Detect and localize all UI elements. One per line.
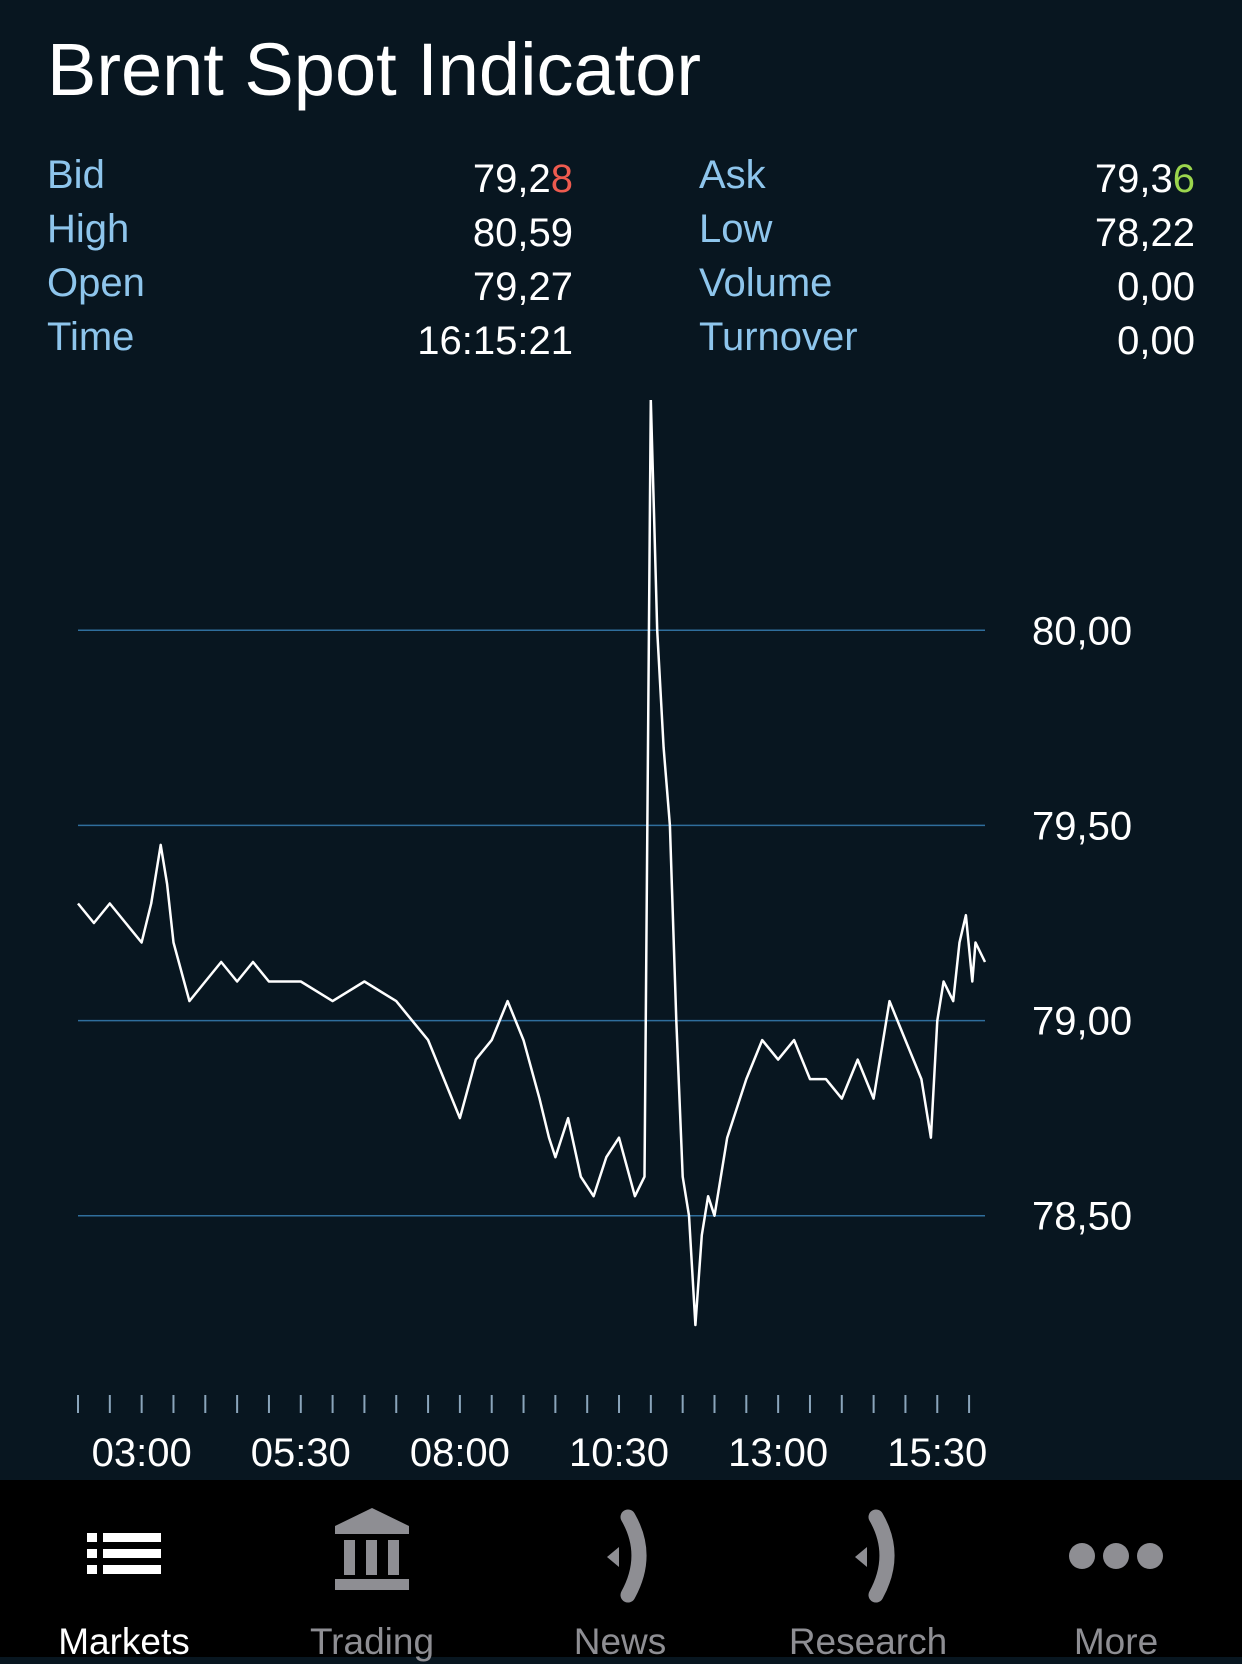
time-value: 16:15:21: [417, 319, 573, 363]
time-label: Time: [47, 315, 135, 359]
tab-trading-label: Trading: [309, 1621, 435, 1662]
x-tick-label: 10:30: [569, 1431, 669, 1475]
high-value: 80,59: [472, 211, 573, 255]
x-tick-label: 08:00: [410, 1431, 510, 1475]
price-series-line: [77, 400, 987, 1327]
y-tick-label: 79,50: [1032, 804, 1132, 848]
tab-more-label: More: [1073, 1621, 1159, 1662]
quote-row-bid-ask: Bid 79,28 Ask 79,36: [0, 148, 1242, 202]
list-icon: [87, 1533, 161, 1574]
low-value: 78,22: [1094, 211, 1195, 255]
volume-value: 0,00: [1117, 265, 1195, 309]
tab-markets-label: Markets: [58, 1621, 190, 1662]
tab-research[interactable]: Research: [744, 1480, 992, 1662]
more-dots-icon: [1069, 1543, 1163, 1569]
open-value: 79,27: [472, 265, 573, 309]
quote-row-high-low: High 80,59 Low 78,22: [0, 202, 1242, 256]
broadcast-icon: [607, 1509, 647, 1603]
bid-value-last-digit: 8: [550, 157, 573, 201]
ask-value-last-digit: 6: [1172, 157, 1195, 201]
bid-value-main: 79,2: [472, 157, 551, 201]
tab-news[interactable]: News: [496, 1480, 744, 1662]
bid-label: Bid: [47, 153, 105, 197]
tab-markets[interactable]: Markets: [0, 1480, 248, 1662]
x-tick-label: 05:30: [251, 1431, 351, 1475]
x-tick-label: 03:00: [92, 1431, 192, 1475]
ask-value: 79,36: [1095, 152, 1195, 206]
price-chart[interactable]: 80,00 79,50 79,00 78,50 03:00 05:30 08:00 10:30…: [0, 400, 1242, 1480]
ask-label: Ask: [699, 153, 766, 197]
x-tick-label: 13:00: [728, 1431, 828, 1475]
tab-research-label: Research: [788, 1621, 948, 1662]
page-title: Brent Spot Indicator: [47, 28, 702, 111]
tab-trading[interactable]: Trading: [248, 1480, 496, 1662]
y-tick-label: 79,00: [1032, 1000, 1132, 1044]
low-label: Low: [699, 207, 773, 251]
tab-more[interactable]: More: [992, 1480, 1240, 1662]
y-tick-label: 78,50: [1032, 1195, 1132, 1239]
y-tick-label: 80,00: [1032, 609, 1132, 653]
volume-label: Volume: [699, 261, 833, 305]
broadcast-icon: [855, 1509, 895, 1603]
turnover-value: 0,00: [1117, 319, 1195, 363]
x-tick-label: 15:30: [887, 1431, 987, 1475]
open-label: Open: [47, 261, 145, 305]
high-label: High: [47, 207, 130, 251]
quote-table: Bid 79,28 Ask 79,36 High 80,59 Low 78,22…: [0, 148, 1242, 368]
ask-value-main: 79,3: [1094, 157, 1173, 201]
tab-bar: Markets Trading News Research More: [0, 1480, 1242, 1662]
quote-row-open-volume: Open 79,27 Volume 0,00: [0, 256, 1242, 310]
bank-icon: [335, 1508, 409, 1590]
bid-value: 79,28: [473, 152, 573, 206]
tab-news-label: News: [573, 1621, 667, 1662]
quote-row-time-turnover: Time 16:15:21 Turnover 0,00: [0, 310, 1242, 364]
turnover-label: Turnover: [699, 315, 858, 359]
